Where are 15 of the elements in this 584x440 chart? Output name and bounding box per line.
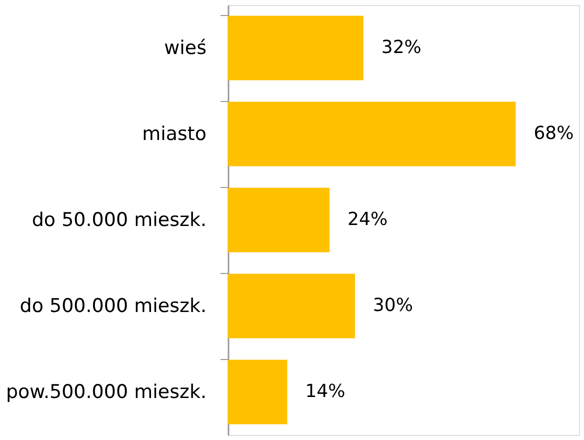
y-tick-label: do 500.000 mieszk.	[20, 295, 206, 317]
y-tick-label: do 50.000 mieszk.	[32, 209, 206, 231]
data-label: 32%	[381, 37, 422, 58]
data-label: 24%	[348, 209, 388, 230]
bar	[228, 274, 355, 338]
y-tick-label: wieś	[164, 37, 206, 59]
y-tick-label: miasto	[142, 123, 206, 145]
y-tick-label: pow.500.000 mieszk.	[6, 381, 206, 403]
bar	[228, 16, 364, 80]
data-label: 14%	[305, 381, 346, 402]
bar	[228, 360, 288, 424]
data-label: 68%	[534, 123, 574, 144]
bar	[228, 102, 516, 166]
data-label: 30%	[372, 295, 413, 316]
bar	[228, 188, 330, 252]
